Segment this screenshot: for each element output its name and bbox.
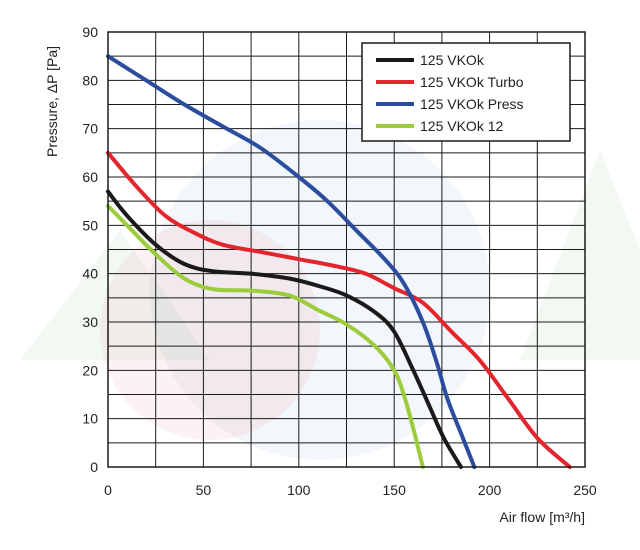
x-tick-label: 50 [196, 482, 212, 498]
y-tick-label: 0 [90, 459, 98, 475]
chart-series [106, 54, 572, 469]
y-tick-label: 90 [82, 24, 98, 40]
y-axis-label: Pressure, ΔP [Pa] [44, 46, 60, 157]
y-tick-label: 80 [82, 72, 98, 88]
series-line-2 [106, 150, 572, 469]
plot-border [107, 31, 586, 468]
axis-labels: Pressure, ΔP [Pa] Air flow [m³/h] [44, 46, 585, 525]
x-tick-label: 200 [478, 482, 502, 498]
legend: 125 VKOk 125 VKOk Turbo 125 VKOk Press 125 … [361, 42, 571, 142]
y-tick-label: 70 [82, 121, 98, 137]
legend-label: 125 VKOk [420, 52, 485, 68]
watermark-green-shape [20, 230, 210, 360]
x-tick-label: 0 [104, 482, 112, 498]
y-tick-label: 30 [82, 314, 98, 330]
series-line-4 [106, 204, 425, 469]
y-tick-label: 50 [82, 217, 98, 233]
tick-labels: 0 50 100 150 200 250 0 10 20 30 40 50 60 70 80 90 [82, 24, 596, 498]
y-tick-label: 10 [82, 411, 98, 427]
x-tick-label: 150 [383, 482, 407, 498]
y-tick-label: 60 [82, 169, 98, 185]
watermark-green-shape [520, 150, 640, 360]
series-line-1 [106, 189, 463, 469]
legend-label: 125 VKOk 12 [420, 118, 503, 134]
y-tick-label: 40 [82, 266, 98, 282]
plot-frame [107, 31, 586, 468]
x-axis-label: Air flow [m³/h] [499, 509, 585, 525]
series-line-3 [106, 54, 477, 469]
watermark-blue-shape [150, 120, 490, 460]
legend-label: 125 VKOk Press [420, 96, 524, 112]
legend-label: 125 VKOk Turbo [420, 74, 524, 90]
x-tick-label: 100 [287, 482, 311, 498]
x-tick-label: 250 [573, 482, 597, 498]
y-tick-label: 20 [82, 362, 98, 378]
